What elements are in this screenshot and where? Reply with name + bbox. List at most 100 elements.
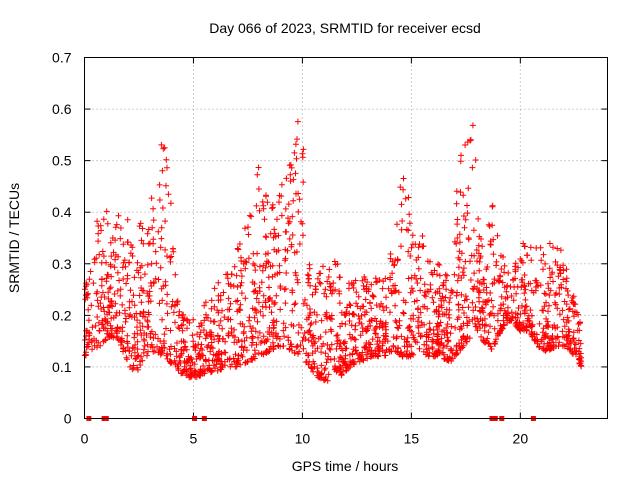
data-point <box>182 343 189 350</box>
data-point <box>559 328 566 335</box>
data-point <box>471 252 478 259</box>
data-point <box>546 265 553 272</box>
data-point <box>256 263 263 270</box>
data-point <box>571 300 578 307</box>
data-point <box>139 323 146 330</box>
data-point <box>256 329 263 336</box>
data-point <box>461 310 467 316</box>
data-point <box>475 294 482 301</box>
data-point <box>212 352 219 359</box>
data-point <box>486 223 493 230</box>
data-point <box>373 302 380 309</box>
y-tick-label: 0.2 <box>52 307 72 323</box>
data-point <box>265 329 271 335</box>
data-point <box>364 325 371 332</box>
data-point <box>94 297 101 304</box>
data-point <box>114 324 121 331</box>
data-point <box>247 323 254 330</box>
data-point <box>517 327 524 334</box>
data-point <box>97 300 104 307</box>
data-point <box>102 336 109 343</box>
data-point <box>253 307 260 314</box>
data-point <box>367 299 373 306</box>
data-point <box>98 282 105 289</box>
data-point <box>162 218 169 225</box>
data-point <box>398 333 405 340</box>
data-point <box>400 309 407 316</box>
data-point <box>455 306 462 313</box>
data-point <box>496 272 503 279</box>
data-point <box>105 304 112 311</box>
data-point <box>554 334 561 341</box>
data-point <box>269 205 275 212</box>
data-point <box>326 266 333 273</box>
data-point <box>540 307 547 314</box>
data-point <box>126 348 133 355</box>
data-point <box>119 264 126 271</box>
data-point <box>288 243 295 250</box>
data-point <box>287 178 294 185</box>
data-point <box>204 344 211 351</box>
data-point <box>417 309 424 316</box>
data-point <box>347 302 354 309</box>
data-point <box>123 315 129 322</box>
data-point <box>178 346 184 353</box>
data-point <box>415 330 422 337</box>
data-point <box>282 257 288 264</box>
data-point <box>141 271 148 278</box>
data-point <box>459 304 466 311</box>
data-point <box>101 325 108 332</box>
data-point <box>324 342 331 348</box>
data-point <box>415 323 422 329</box>
data-point <box>465 304 472 311</box>
data-point <box>98 294 105 301</box>
data-point <box>242 295 249 302</box>
data-point <box>487 323 493 330</box>
data-point <box>254 290 261 297</box>
data-point <box>376 346 383 353</box>
data-point <box>237 301 244 308</box>
data-point <box>460 342 467 349</box>
data-point <box>553 290 560 297</box>
data-point <box>292 300 299 307</box>
data-point <box>321 290 328 297</box>
data-point <box>183 346 190 353</box>
data-point <box>551 322 558 329</box>
data-point <box>205 365 212 372</box>
data-point <box>213 361 220 368</box>
data-point <box>488 346 495 352</box>
data-point <box>274 342 281 349</box>
data-point <box>408 274 415 281</box>
data-point <box>161 331 168 338</box>
data-point <box>105 295 112 302</box>
data-point <box>96 327 103 334</box>
data-point <box>425 353 432 360</box>
data-point <box>565 306 572 313</box>
data-point <box>131 349 138 356</box>
data-point <box>420 303 426 310</box>
data-point <box>174 298 181 305</box>
data-point <box>481 322 488 329</box>
data-point <box>571 345 578 352</box>
data-point <box>565 292 572 299</box>
chart-title: Day 066 of 2023, SRMTID for receiver ecs… <box>209 20 481 36</box>
data-point <box>398 201 405 208</box>
data-point <box>416 345 423 352</box>
data-point <box>348 322 355 329</box>
data-point <box>544 318 551 325</box>
data-point <box>331 355 338 362</box>
data-point <box>462 293 469 300</box>
data-point <box>485 221 492 228</box>
data-point <box>233 272 240 279</box>
data-point <box>277 283 284 290</box>
data-point <box>286 235 293 242</box>
data-point <box>306 261 313 268</box>
data-point <box>513 290 520 297</box>
data-point <box>362 309 368 315</box>
data-point <box>463 314 470 321</box>
data-point <box>251 347 258 354</box>
data-point <box>566 346 573 353</box>
data-point <box>163 182 169 189</box>
data-point <box>565 328 572 335</box>
